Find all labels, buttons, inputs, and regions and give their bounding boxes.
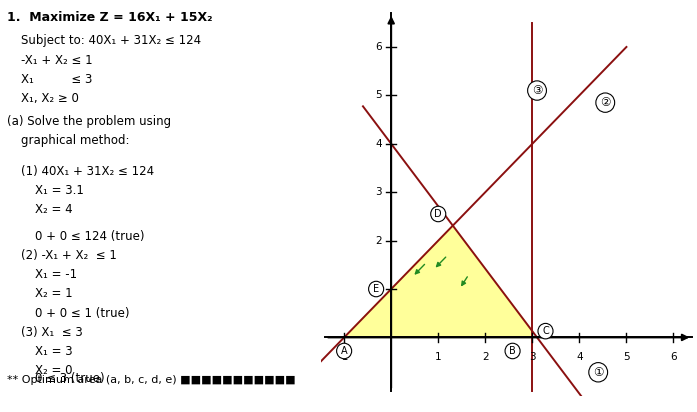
Text: A: A	[341, 346, 348, 356]
Text: X₁, X₂ ≥ 0: X₁, X₂ ≥ 0	[21, 92, 79, 105]
Text: 4: 4	[375, 139, 382, 149]
Text: 0 ≤ 3 (true): 0 ≤ 3 (true)	[35, 372, 105, 385]
Text: 6: 6	[670, 352, 677, 362]
Text: D: D	[434, 209, 442, 219]
Text: 2: 2	[482, 352, 489, 362]
Text: 5: 5	[623, 352, 630, 362]
Text: 0 + 0 ≤ 1 (true): 0 + 0 ≤ 1 (true)	[35, 307, 130, 320]
Text: (2) -X₁ + X₂  ≤ 1: (2) -X₁ + X₂ ≤ 1	[21, 249, 117, 262]
Text: (3) X₁  ≤ 3: (3) X₁ ≤ 3	[21, 325, 83, 339]
Text: X₁ = 3: X₁ = 3	[35, 345, 72, 358]
Circle shape	[369, 281, 383, 297]
Text: 6: 6	[375, 42, 382, 52]
Text: 0 + 0 ≤ 124 (true): 0 + 0 ≤ 124 (true)	[35, 230, 144, 243]
Circle shape	[505, 343, 520, 359]
Circle shape	[538, 323, 553, 339]
Text: 4: 4	[576, 352, 583, 362]
Text: ** Optimum area (a, b, c, d, e) ■■■■■■■■■■■: ** Optimum area (a, b, c, d, e) ■■■■■■■■…	[7, 375, 296, 385]
Text: ②: ②	[600, 96, 611, 109]
Text: -1: -1	[339, 352, 349, 362]
Text: Subject to: 40X₁ + 31X₂ ≤ 124: Subject to: 40X₁ + 31X₂ ≤ 124	[21, 35, 201, 47]
Text: (1) 40X₁ + 31X₂ ≤ 124: (1) 40X₁ + 31X₂ ≤ 124	[21, 165, 154, 178]
Circle shape	[337, 343, 352, 359]
Text: 3: 3	[375, 187, 382, 197]
Circle shape	[589, 363, 608, 382]
Text: 1: 1	[375, 284, 382, 294]
Text: ③: ③	[532, 84, 542, 97]
Text: 1.  Maximize Z = 16X₁ + 15X₂: 1. Maximize Z = 16X₁ + 15X₂	[7, 12, 213, 24]
Text: X₁          ≤ 3: X₁ ≤ 3	[21, 73, 92, 86]
Text: X₂ = 1: X₂ = 1	[35, 288, 72, 300]
Text: 1: 1	[435, 352, 442, 362]
Text: ①: ①	[593, 366, 604, 379]
Polygon shape	[344, 226, 533, 337]
Text: C: C	[542, 326, 549, 336]
Circle shape	[528, 81, 546, 100]
Text: (a) Solve the problem using: (a) Solve the problem using	[7, 115, 171, 128]
Text: X₁ = -1: X₁ = -1	[35, 268, 77, 281]
Text: -X₁ + X₂ ≤ 1: -X₁ + X₂ ≤ 1	[21, 54, 93, 67]
Text: 3: 3	[529, 352, 536, 362]
Text: X₂ = 0: X₂ = 0	[35, 364, 72, 377]
Circle shape	[431, 206, 446, 222]
Text: 5: 5	[375, 90, 382, 101]
Text: B: B	[510, 346, 516, 356]
Text: E: E	[373, 284, 379, 294]
Circle shape	[596, 93, 615, 112]
Text: graphical method:: graphical method:	[21, 134, 130, 147]
Text: X₁ = 3.1: X₁ = 3.1	[35, 184, 84, 197]
Text: 2: 2	[375, 236, 382, 246]
Text: X₂ = 4: X₂ = 4	[35, 203, 72, 216]
